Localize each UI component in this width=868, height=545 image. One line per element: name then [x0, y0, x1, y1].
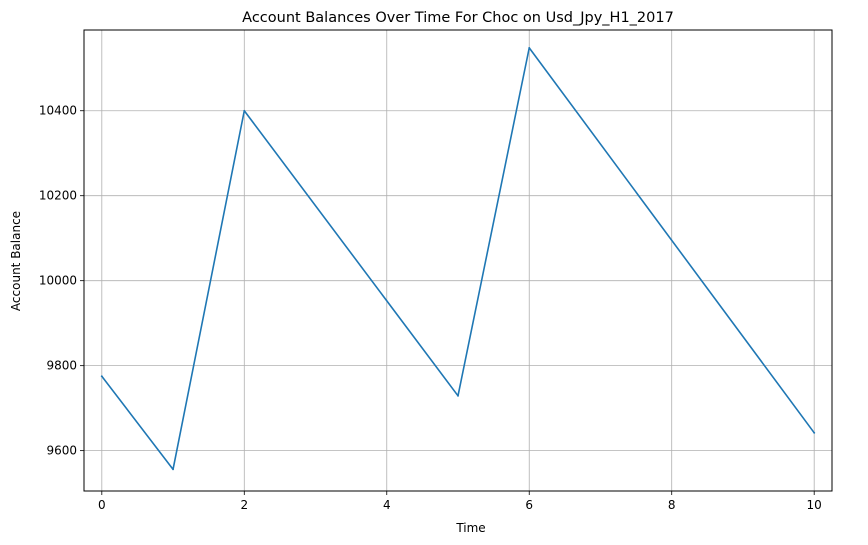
- series-point: [813, 431, 816, 434]
- y-tick-label: 10200: [39, 189, 77, 203]
- series-point: [528, 46, 531, 49]
- x-tick-label: 4: [383, 498, 391, 512]
- chart-title: Account Balances Over Time For Choc on U…: [242, 10, 674, 26]
- x-tick-label: 0: [98, 498, 106, 512]
- x-axis-title: Time: [455, 521, 485, 535]
- x-tick-label: 10: [807, 498, 822, 512]
- series-point: [172, 468, 174, 471]
- y-tick-label: 10000: [39, 274, 77, 288]
- series-point: [100, 375, 103, 378]
- series-point: [457, 394, 459, 397]
- y-tick-label: 9800: [46, 359, 77, 373]
- x-tick-label: 6: [525, 498, 533, 512]
- series-layer: [100, 46, 816, 471]
- series-point: [243, 109, 246, 112]
- y-tick-label: 9600: [46, 444, 77, 458]
- ticks: 0 2 4 6 8 10 9600 9800 10000 10200 10400: [39, 104, 822, 512]
- plot-frame: [83, 29, 833, 492]
- series-line: [100, 47, 816, 471]
- y-tick-label: 10400: [39, 104, 77, 118]
- x-tick-label: 2: [240, 498, 248, 512]
- y-axis-title: Account Balance: [9, 211, 23, 311]
- grid: [84, 30, 832, 491]
- x-tick-label: 8: [668, 498, 676, 512]
